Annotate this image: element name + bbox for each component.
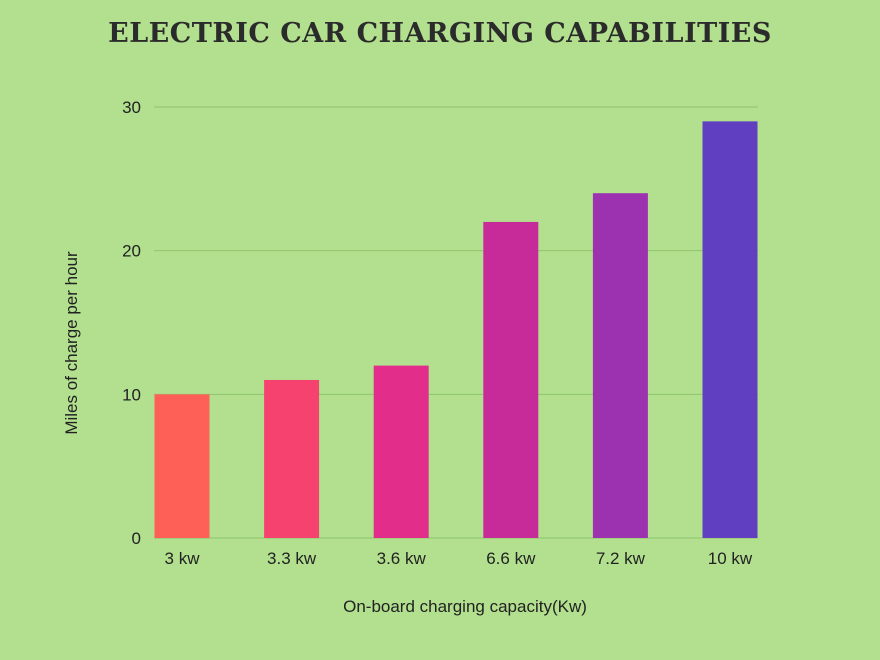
bar <box>592 193 648 538</box>
y-tick-label: 20 <box>122 242 141 261</box>
y-axis-title: Miles of charge per hour <box>62 251 81 435</box>
bar <box>154 394 210 538</box>
x-axis-title: On-board charging capacity(Kw) <box>343 597 587 616</box>
x-tick-label: 3.3 kw <box>267 549 317 568</box>
y-tick-label: 30 <box>122 98 141 117</box>
x-tick-label: 3.6 kw <box>377 549 427 568</box>
bars <box>154 121 758 538</box>
x-tick-label: 6.6 kw <box>486 549 536 568</box>
x-tick-label: 10 kw <box>708 549 753 568</box>
x-tick-label: 7.2 kw <box>596 549 646 568</box>
x-tick-labels: 3 kw 3.3 kw 3.6 kw 6.6 kw 7.2 kw 10 kw <box>165 549 753 568</box>
y-tick-label: 0 <box>132 529 141 548</box>
bar <box>373 365 429 538</box>
bar <box>483 221 539 538</box>
y-tick-label: 10 <box>122 385 141 404</box>
chart-title: ELECTRIC CAR CHARGING CAPABILITIES <box>108 18 772 49</box>
y-tick-labels: 0 10 20 30 <box>122 98 141 548</box>
gridlines <box>154 106 758 539</box>
bar <box>264 379 320 538</box>
bar <box>702 121 758 538</box>
x-tick-label: 3 kw <box>165 549 201 568</box>
